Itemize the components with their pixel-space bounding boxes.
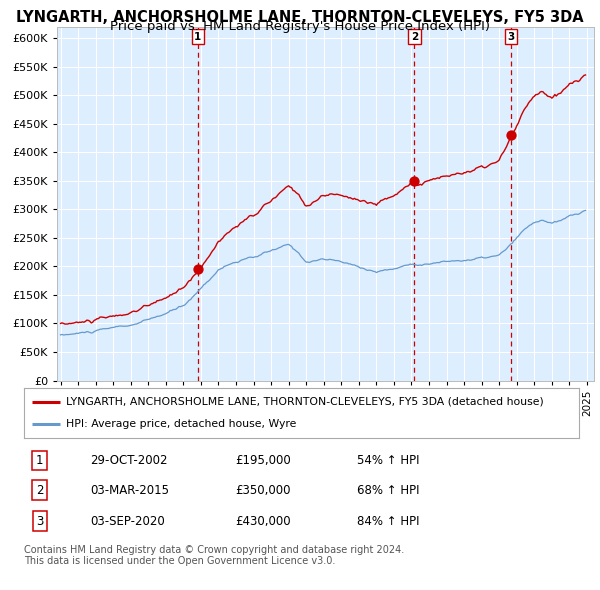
- Point: [506, 130, 516, 140]
- Text: Contains HM Land Registry data © Crown copyright and database right 2024.: Contains HM Land Registry data © Crown c…: [24, 545, 404, 555]
- Text: LYNGARTH, ANCHORSHOLME LANE, THORNTON-CLEVELEYS, FY5 3DA (detached house): LYNGARTH, ANCHORSHOLME LANE, THORNTON-CL…: [65, 396, 544, 407]
- Point: [193, 264, 203, 274]
- Text: 03-MAR-2015: 03-MAR-2015: [91, 484, 170, 497]
- Text: LYNGARTH, ANCHORSHOLME LANE, THORNTON-CLEVELEYS, FY5 3DA: LYNGARTH, ANCHORSHOLME LANE, THORNTON-CL…: [16, 10, 584, 25]
- Text: 2: 2: [36, 484, 43, 497]
- Text: 68% ↑ HPI: 68% ↑ HPI: [357, 484, 419, 497]
- Text: 03-SEP-2020: 03-SEP-2020: [91, 514, 166, 527]
- Text: 3: 3: [508, 32, 515, 42]
- Text: 2: 2: [411, 32, 418, 42]
- Text: 84% ↑ HPI: 84% ↑ HPI: [357, 514, 419, 527]
- Text: This data is licensed under the Open Government Licence v3.0.: This data is licensed under the Open Gov…: [24, 556, 335, 566]
- Text: £430,000: £430,000: [235, 514, 290, 527]
- Text: Price paid vs. HM Land Registry's House Price Index (HPI): Price paid vs. HM Land Registry's House …: [110, 20, 490, 33]
- Text: 1: 1: [194, 32, 202, 42]
- Text: HPI: Average price, detached house, Wyre: HPI: Average price, detached house, Wyre: [65, 419, 296, 429]
- Point: [410, 176, 419, 185]
- Text: 3: 3: [36, 514, 43, 527]
- Text: £195,000: £195,000: [235, 454, 290, 467]
- Text: 29-OCT-2002: 29-OCT-2002: [91, 454, 168, 467]
- Text: 1: 1: [36, 454, 43, 467]
- Text: 54% ↑ HPI: 54% ↑ HPI: [357, 454, 419, 467]
- Text: £350,000: £350,000: [235, 484, 290, 497]
